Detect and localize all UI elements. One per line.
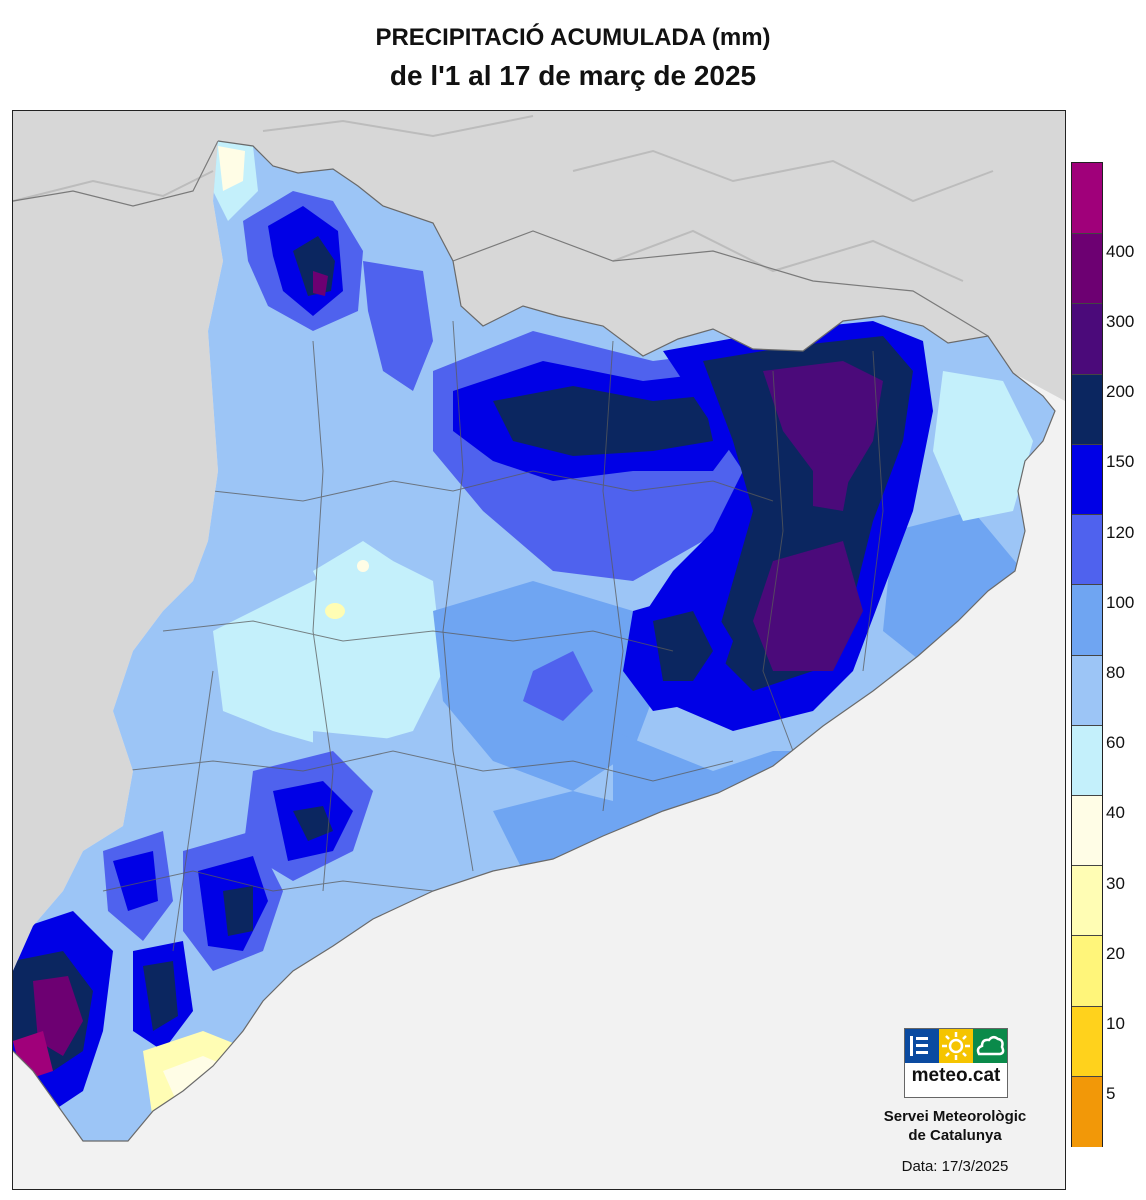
legend-swatch (1072, 233, 1102, 305)
legend-swatch (1072, 584, 1102, 656)
legend-label: 200 (1106, 382, 1135, 402)
legend-label: 30 (1106, 873, 1125, 893)
legend-label: 120 (1106, 522, 1135, 542)
legend-swatch (1072, 1075, 1102, 1148)
map-date: Data: 17/3/2025 (901, 1158, 1009, 1175)
legend-label: 100 (1106, 592, 1135, 612)
legend-label: 400 (1106, 241, 1135, 261)
logo-sun-icon (939, 1029, 973, 1063)
precipitation-legend (1071, 162, 1103, 1148)
meteocat-logo: meteo.cat (904, 1028, 1008, 1098)
organization-name-line1: Servei Meteorològic (883, 1108, 1027, 1125)
legend-label: 60 (1106, 733, 1125, 753)
legend-swatch (1072, 1005, 1102, 1078)
legend-label: 150 (1106, 452, 1135, 472)
legend-label: 10 (1106, 1014, 1125, 1034)
legend-swatch (1072, 654, 1102, 727)
legend-swatch (1072, 443, 1102, 516)
legend-swatch (1072, 373, 1102, 446)
legend-swatch (1072, 724, 1102, 797)
logo-text: meteo.cat (911, 1065, 1001, 1086)
legend-swatch (1072, 163, 1102, 234)
catalonia-map-svg (13, 111, 1065, 1189)
organization-name-line2: de Catalunya (908, 1127, 1002, 1144)
logo-bars-icon (905, 1029, 939, 1063)
legend-label: 40 (1106, 803, 1125, 823)
legend-label: 5 (1106, 1084, 1116, 1104)
legend-swatch (1072, 865, 1102, 937)
map-subtitle: de l'1 al 17 de març de 2025 (389, 60, 757, 91)
legend-swatch (1072, 303, 1102, 376)
legend-label: 80 (1106, 663, 1125, 683)
legend-label: 20 (1106, 943, 1125, 963)
precipitation-map (12, 110, 1066, 1190)
map-title: PRECIPITACIÓ ACUMULADA (mm) (375, 24, 771, 51)
legend-label: 300 (1106, 311, 1135, 331)
legend-swatch (1072, 794, 1102, 867)
legend-swatch (1072, 935, 1102, 1008)
logo-cloud-icon (973, 1029, 1007, 1063)
legend-swatch (1072, 514, 1102, 586)
